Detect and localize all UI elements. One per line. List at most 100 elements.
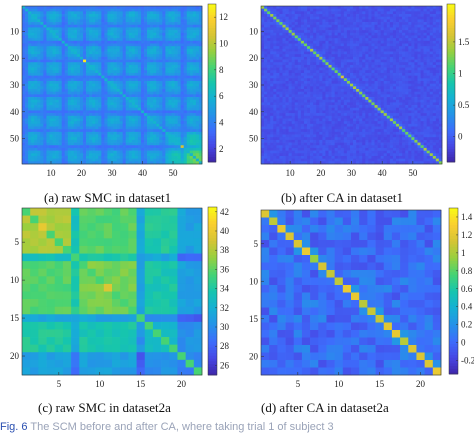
heatmap-cell [37,147,41,151]
heatmap-cell [52,70,56,74]
heatmap-cell [377,14,381,18]
heatmap-cell [159,80,163,85]
heatmap-cell [282,8,286,12]
heatmap-cell [46,72,50,76]
heatmap-cell [343,8,348,12]
heatmap-cell [34,72,38,76]
heatmap-cell [389,19,394,23]
heatmap-cell [125,83,130,87]
heatmap-cell [28,11,32,15]
heatmap-cell [429,54,434,58]
heatmap-cell [104,38,108,42]
heatmap-cell [37,110,41,114]
heatmap-cell [37,155,41,159]
heatmap-cell [334,40,339,44]
heatmap-cell [140,43,145,47]
heatmap-cell [55,129,59,133]
heatmap-cell [95,121,99,125]
heatmap-cell [438,54,443,58]
heatmap-cell [125,16,130,20]
heatmap-cell [356,6,360,10]
heatmap-cell [195,97,200,101]
heatmap-cell [70,38,75,42]
heatmap-cell [168,86,172,90]
heatmap-cell [113,11,117,15]
heatmap-cell [128,64,133,68]
heatmap-cell [383,14,388,18]
heatmap-cell [92,89,96,93]
heatmap-cell [79,30,84,34]
heatmap-cell [76,30,81,34]
heatmap-cell [380,24,385,28]
heatmap-cell [43,113,47,117]
heatmap-cell [70,150,75,154]
heatmap-cell [122,38,127,42]
heatmap-cell [101,24,105,28]
heatmap-cell [49,145,53,149]
heatmap-cell [340,38,345,42]
heatmap-cell [267,30,271,34]
heatmap-cell [43,54,47,58]
heatmap-cell [414,56,418,60]
heatmap-cell [426,11,431,15]
heatmap-cell [368,46,372,50]
heatmap-cell [83,67,87,71]
heatmap-cell [58,56,63,60]
heatmap-cell [303,22,308,26]
heatmap-cell [61,46,66,50]
heatmap-cell [279,22,283,26]
heatmap-cell [371,14,375,18]
heatmap-cell [64,155,69,159]
heatmap-cell [86,107,90,111]
heatmap-cell [40,62,44,66]
heatmap-cell [365,38,369,42]
heatmap-cell [95,145,99,149]
heatmap-cell [76,107,81,111]
heatmap-cell [22,161,26,165]
heatmap-cell [165,102,169,106]
colorbar-step [208,40,216,44]
heatmap-cell [368,62,372,66]
heatmap-cell [168,32,172,36]
heatmap-cell [64,99,69,103]
heatmap-cell [89,153,93,157]
heatmap-cell [153,51,157,55]
heatmap-cell [171,110,175,114]
heatmap-cell [195,51,200,55]
heatmap-cell [89,158,93,162]
heatmap-cell [392,54,397,58]
heatmap-cell [343,56,348,60]
heatmap-cell [310,14,314,18]
heatmap-cell [438,67,443,71]
heatmap-cell [79,46,84,50]
heatmap-cell [383,35,388,39]
heatmap-cell [395,14,400,18]
heatmap-cell [31,16,35,20]
heatmap-cell [89,67,93,71]
heatmap-cell [122,48,127,52]
heatmap-cell [70,32,75,36]
heatmap-cell [43,94,47,98]
heatmap-cell [137,139,142,143]
heatmap-cell [408,11,412,15]
heatmap-cell [131,91,136,95]
heatmap-cell [128,83,133,87]
heatmap-cell [128,91,133,95]
heatmap-cell [183,105,188,109]
heatmap-cell [389,40,394,44]
heatmap-cell [28,150,32,154]
heatmap-cell [46,64,50,68]
heatmap-cell [189,64,194,68]
heatmap-cell [140,153,145,157]
heatmap-cell [125,89,130,93]
heatmap-cell [294,38,299,42]
heatmap-cell [34,155,38,159]
heatmap-cell [49,126,53,130]
heatmap-cell [76,91,81,95]
heatmap-cell [159,11,163,15]
heatmap-cell [343,32,348,36]
heatmap-cell [25,54,29,58]
heatmap-cell [95,32,99,36]
heatmap-cell [405,46,409,50]
